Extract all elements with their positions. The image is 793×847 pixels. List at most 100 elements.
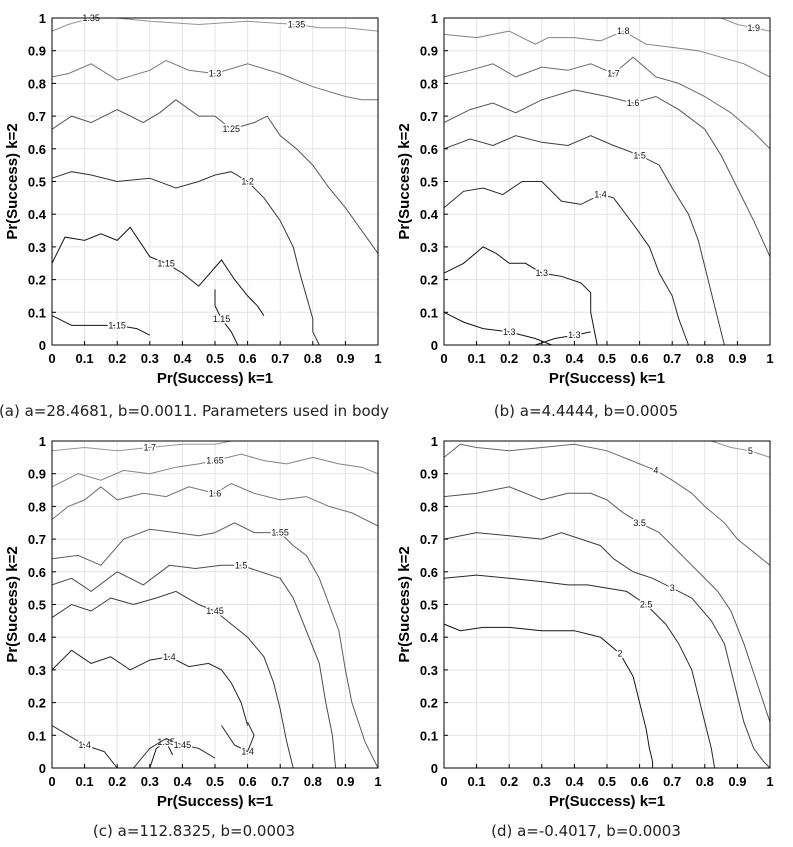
y-tick-label: 0.9 <box>28 467 46 482</box>
x-tick-label: 1 <box>374 774 381 789</box>
y-tick-label: 0.5 <box>420 175 438 190</box>
tick-labels: 0 0.1 0.2 0.3 0.4 0.5 0.6 0.7 0.8 0.9 1 0 0.1 0.2 0.3 0… <box>28 11 382 366</box>
y-axis-title: Pr(Success) k=2 <box>4 123 21 239</box>
contour-line <box>51 171 320 346</box>
contour-level-label: 3.5 <box>633 518 646 528</box>
y-tick-label: 0.1 <box>28 305 46 320</box>
y-axis-title: Pr(Success) k=2 <box>4 546 21 662</box>
contour-level-label: 1.4 <box>594 190 607 200</box>
x-tick-label: 0.9 <box>336 351 354 366</box>
contour-line <box>711 440 771 458</box>
x-tick-label: 0.2 <box>500 774 518 789</box>
x-tick-label: 0.8 <box>696 351 714 366</box>
y-tick-label: 0 <box>431 338 438 353</box>
x-axis-title: Pr(Success) k=1 <box>157 793 273 810</box>
tick-labels: 0 0.1 0.2 0.3 0.4 0.5 0.6 0.7 0.8 0.9 1 0 0.1 0.2 0.3 0… <box>28 434 382 789</box>
contour-line <box>443 246 598 346</box>
x-tick-label: 1 <box>766 774 773 789</box>
contour-line <box>443 135 725 346</box>
contour-line <box>51 315 151 336</box>
contour-line <box>443 574 716 769</box>
y-axis-title: Pr(Success) k=2 <box>396 123 413 239</box>
x-tick-label: 0.1 <box>76 351 94 366</box>
y-tick-label: 0.4 <box>28 630 47 645</box>
x-tick-label: 0.8 <box>696 774 714 789</box>
x-tick-label: 0.5 <box>598 774 616 789</box>
contour-line <box>214 289 239 346</box>
y-tick-label: 0.8 <box>420 76 438 91</box>
contour-panel-a: 1.35 1.35 1.3 1.25 1.2 1.15 1.15 1.15 0 0.1 0.2 0.3… <box>0 0 392 400</box>
y-tick-label: 0.2 <box>28 696 46 711</box>
contour-line <box>51 725 118 769</box>
x-tick-label: 0.1 <box>468 351 486 366</box>
contour-level-label: 1.8 <box>617 26 630 36</box>
contour-line <box>51 482 379 527</box>
contour-line <box>535 331 591 346</box>
x-tick-label: 0.4 <box>173 351 192 366</box>
contour-level-label: 1.7 <box>607 69 620 79</box>
y-tick-label: 0.3 <box>420 663 438 678</box>
contour-chart-b: 1.9 1.8 1.7 1.6 1.5 1.4 1.3 1.3 1.3 0 0.1 0.2 0.3 0.4… <box>396 11 774 387</box>
contour-line <box>443 532 771 769</box>
contour-level-label: 1.65 <box>206 456 224 466</box>
x-tick-label: 0.3 <box>141 774 159 789</box>
x-tick-label: 0.3 <box>141 351 159 366</box>
x-tick-label: 0.4 <box>173 774 192 789</box>
caption-a: (a) a=28.4681, b=0.0011. Parameters used… <box>0 402 390 420</box>
x-tick-label: 0.7 <box>663 351 681 366</box>
x-axis-title: Pr(Success) k=1 <box>157 370 273 387</box>
contour-chart-a: 1.351.351.31.251.21.151.151.150 0.1 0.2 0.3… <box>4 11 382 387</box>
y-tick-label: 0.7 <box>28 532 46 547</box>
y-tick-label: 0.9 <box>420 467 438 482</box>
contour-level-label: 1.3 <box>503 327 516 337</box>
y-tick-label: 1 <box>431 11 438 26</box>
x-tick-label: 0 <box>48 351 55 366</box>
contour-level-label: 1.15 <box>108 320 126 330</box>
y-tick-label: 0.2 <box>420 696 438 711</box>
x-tick-label: 0.8 <box>304 351 322 366</box>
contour-line <box>51 440 232 452</box>
y-tick-label: 0.3 <box>28 240 46 255</box>
contour-level-label: 1.6 <box>209 488 222 498</box>
x-tick-label: 0.1 <box>468 774 486 789</box>
contour-line <box>443 56 771 150</box>
contour-level-label: 1.7 <box>144 443 157 453</box>
x-tick-label: 0.5 <box>206 774 224 789</box>
y-tick-label: 0.2 <box>28 273 46 288</box>
contour-panel-b: 1.9 1.8 1.7 1.6 1.5 1.4 1.3 1.3 1.3 0 0.1 0.2 0.3 0.4… <box>392 0 784 400</box>
y-tick-label: 0 <box>39 761 46 776</box>
y-tick-label: 1 <box>39 434 46 449</box>
y-tick-label: 1 <box>431 434 438 449</box>
y-tick-label: 0.9 <box>420 44 438 59</box>
x-tick-label: 0.6 <box>631 774 649 789</box>
y-tick-label: 0.6 <box>28 565 46 580</box>
contour-level-label: 1.5 <box>235 560 248 570</box>
x-tick-label: 0.8 <box>304 774 322 789</box>
y-tick-label: 0.5 <box>28 598 46 613</box>
contour-level-label: 1.55 <box>271 528 289 538</box>
y-tick-label: 0.9 <box>28 44 46 59</box>
contour-level-label: 1.15 <box>213 314 231 324</box>
y-tick-label: 0.1 <box>420 728 438 743</box>
tick-labels: 0 0.1 0.2 0.3 0.4 0.5 0.6 0.7 0.8 0.9 1 0 0.1 0.2 0.3 0… <box>420 434 774 789</box>
y-tick-label: 0.7 <box>420 532 438 547</box>
x-tick-label: 0.6 <box>239 351 257 366</box>
x-tick-label: 0.4 <box>565 774 584 789</box>
y-tick-label: 0.6 <box>28 142 46 157</box>
x-tick-label: 0.7 <box>271 351 289 366</box>
contour-line <box>443 623 654 768</box>
contour-level-label: 1.4 <box>241 747 254 757</box>
contour-chart-d: 543.532.520 0.1 0.2 0.3 0.4 0.5 0.6 0.7 0.8 0.9 10… <box>396 434 774 810</box>
y-axis-title: Pr(Success) k=2 <box>396 546 413 662</box>
contour-level-label: 1.45 <box>206 606 224 616</box>
y-tick-label: 0.1 <box>420 305 438 320</box>
contour-line <box>117 17 379 32</box>
y-tick-label: 0.2 <box>420 273 438 288</box>
contour-lines: 1.9 1.8 1.7 1.6 1.5 1.4 1.3 1.3 1.3 <box>443 17 771 346</box>
x-tick-label: 0.3 <box>533 774 551 789</box>
contour-line <box>51 226 265 316</box>
caption-b: (b) a=4.4444, b=0.0005 <box>493 402 679 420</box>
x-tick-label: 0.4 <box>565 351 584 366</box>
y-tick-label: 0.5 <box>28 175 46 190</box>
x-tick-label: 0.9 <box>336 774 354 789</box>
